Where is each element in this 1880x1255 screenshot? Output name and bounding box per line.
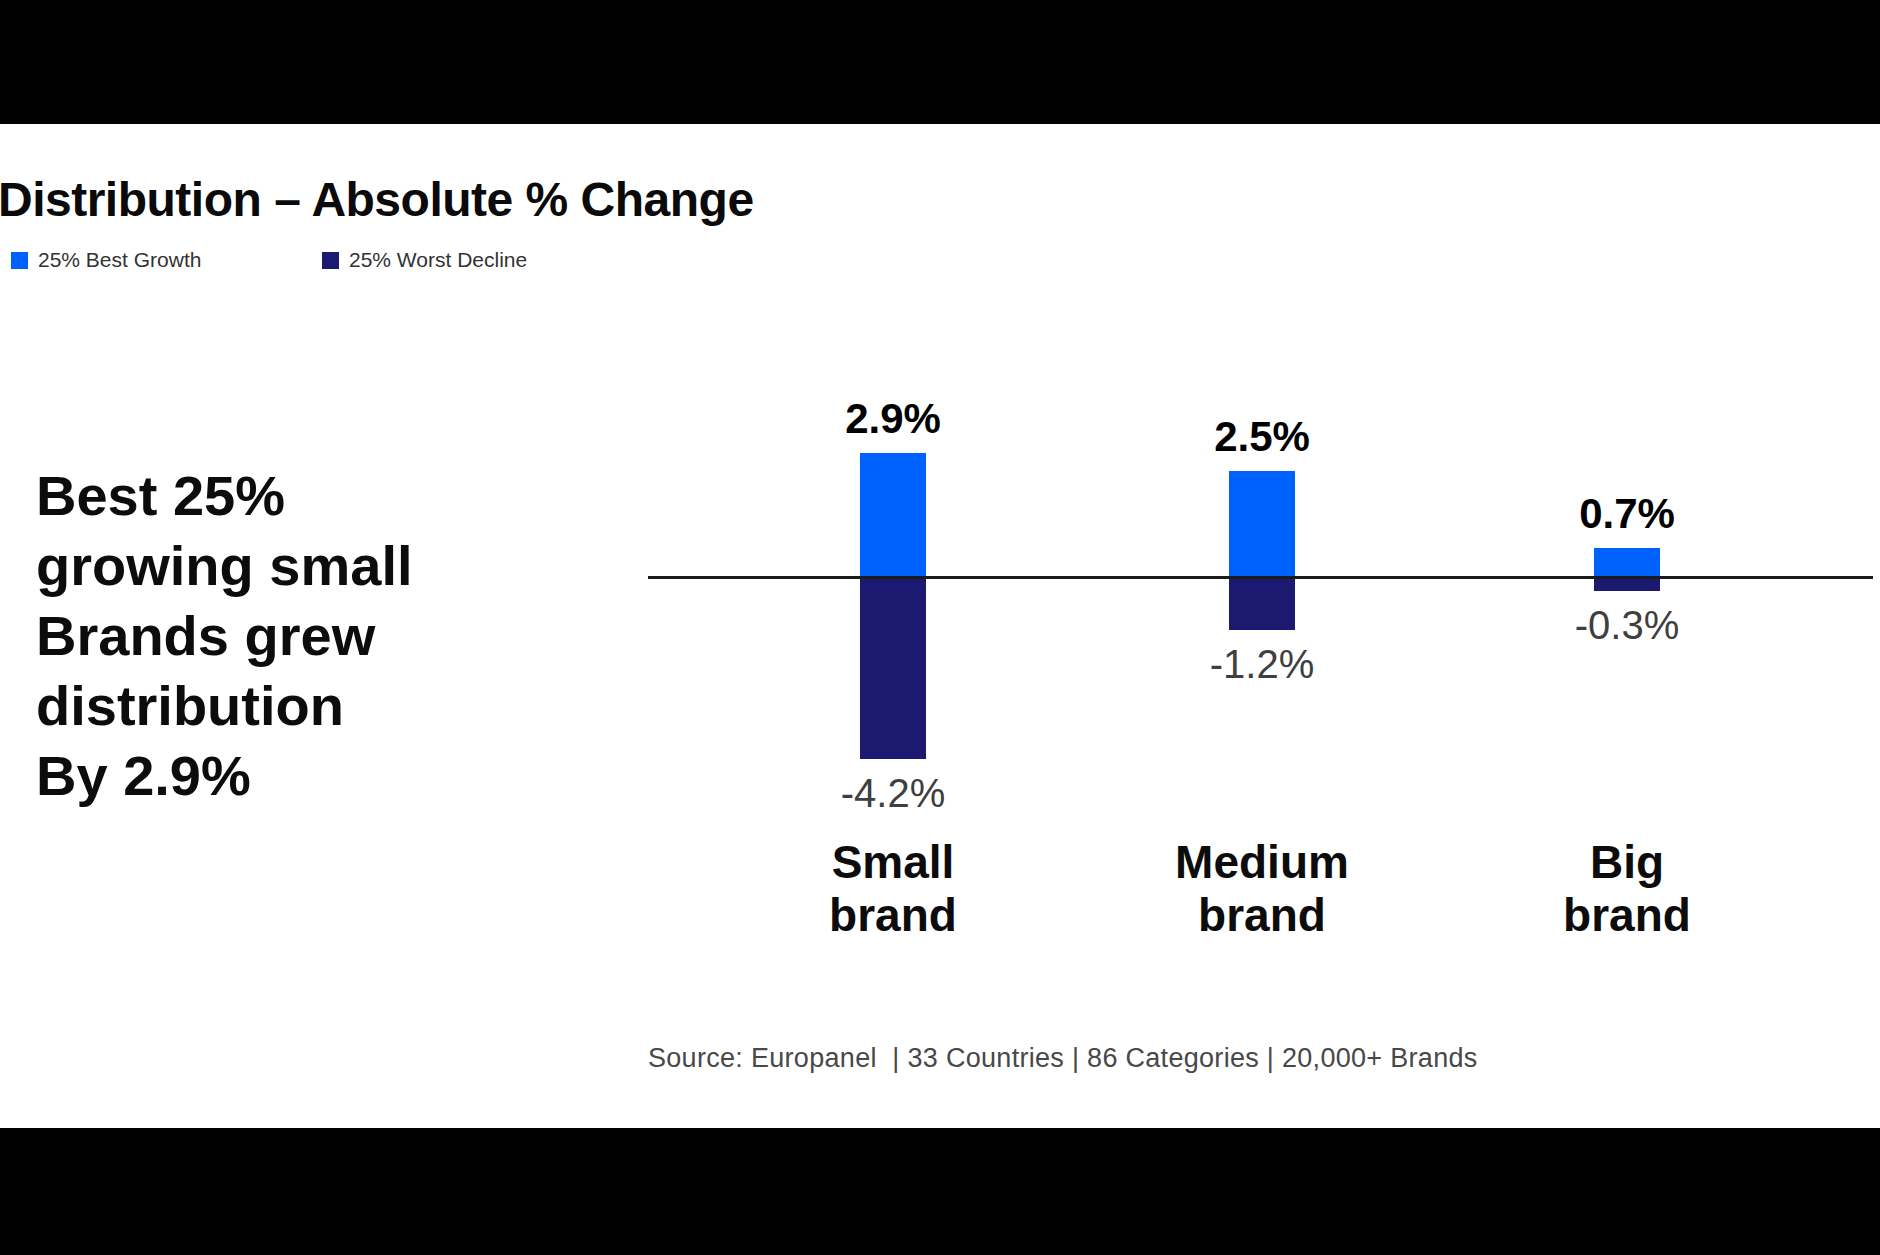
category-label: Big brand xyxy=(1477,836,1777,942)
source-note: Source: Europanel | 33 Countries | 86 Ca… xyxy=(648,1043,1478,1073)
bar-worst-decline xyxy=(860,578,926,759)
category-label: Medium brand xyxy=(1112,836,1412,942)
chart-area: 2.9% -4.2% Small brand 2.5% -1.2% Medium bran… xyxy=(0,124,1880,1128)
bar-best-growth xyxy=(860,453,926,578)
bar-best-growth xyxy=(1229,471,1295,579)
value-label-positive: 0.7% xyxy=(1477,492,1777,536)
slide-content: Distribution – Absolute % Change 25% Bes… xyxy=(0,124,1880,1128)
value-label-negative: -0.3% xyxy=(1477,604,1777,646)
bar-best-growth xyxy=(1594,548,1660,578)
value-label-positive: 2.9% xyxy=(743,397,1043,441)
slide-canvas: Distribution – Absolute % Change 25% Bes… xyxy=(0,0,1880,1255)
bar-worst-decline xyxy=(1229,578,1295,630)
value-label-negative: -4.2% xyxy=(743,772,1043,814)
category-label: Small brand xyxy=(743,836,1043,942)
zero-axis-line xyxy=(648,576,1873,579)
value-label-positive: 2.5% xyxy=(1112,415,1412,459)
value-label-negative: -1.2% xyxy=(1112,643,1412,685)
bar-worst-decline xyxy=(1594,578,1660,591)
